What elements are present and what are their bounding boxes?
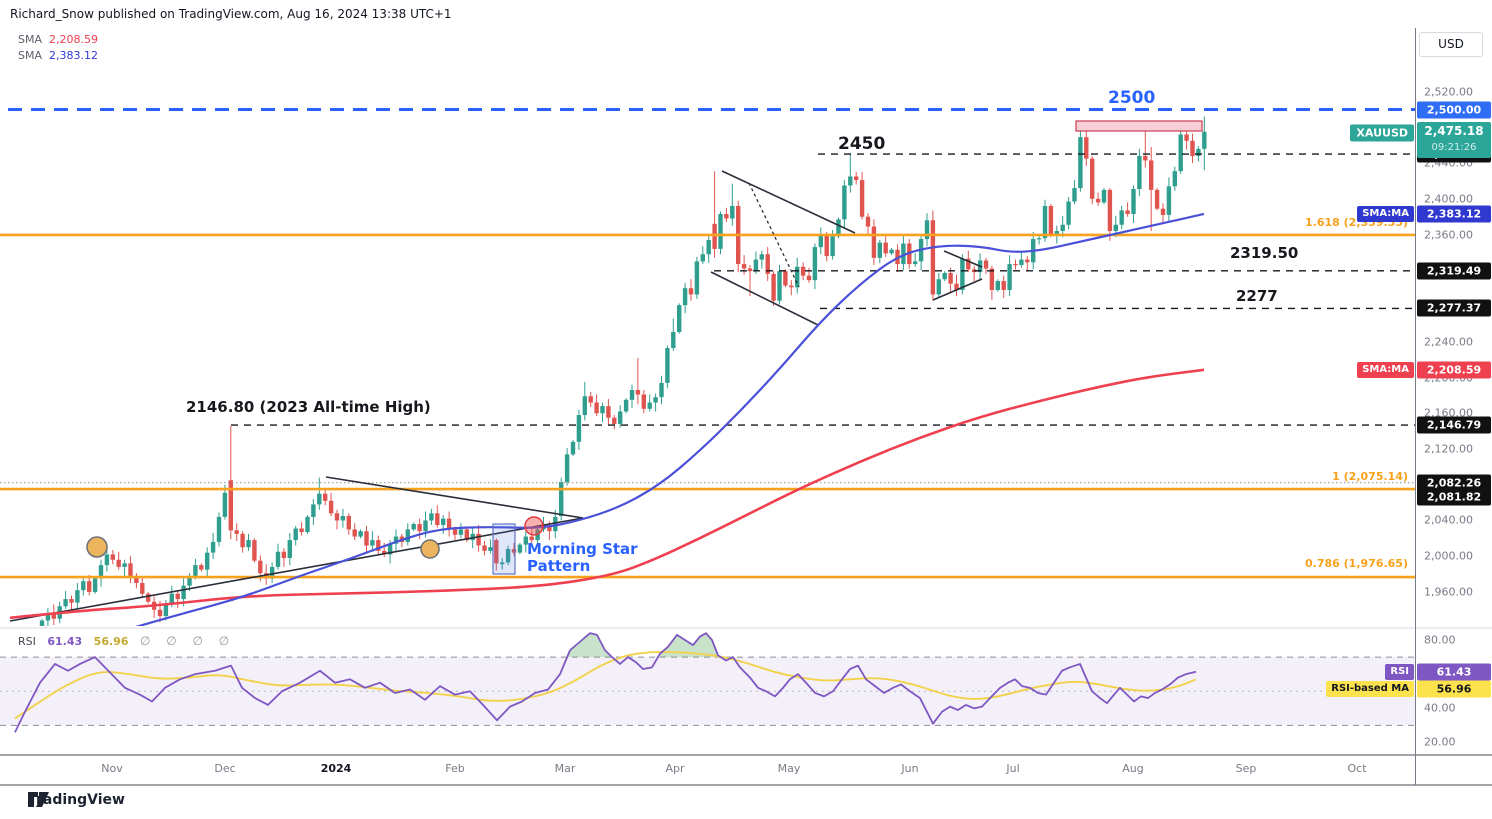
sma-value: 2,208.59 bbox=[49, 33, 98, 46]
price-label: 2,082.26 bbox=[1417, 474, 1491, 492]
annotation-2277[interactable]: 2277 bbox=[1236, 287, 1278, 305]
time-axis-label-jun: Jun bbox=[901, 762, 919, 775]
tradingview-logo-text: TradingView bbox=[28, 792, 125, 808]
last-price-label: 2,475.18 09:21:26 bbox=[1417, 122, 1491, 158]
time-axis-label-oct: Oct bbox=[1347, 762, 1367, 775]
time-axis-label-aug: Aug bbox=[1122, 762, 1144, 775]
price-tick: 1,960.00 bbox=[1424, 585, 1473, 599]
tradingview-logo-icon bbox=[28, 792, 49, 807]
symbol-tag: XAUUSD bbox=[1350, 124, 1414, 142]
sma-label: SMA bbox=[18, 49, 42, 62]
annotation-morning-star[interactable]: Morning Star Pattern bbox=[527, 540, 638, 575]
price-label: 2,383.12 bbox=[1417, 205, 1491, 223]
time-axis-label-mar: Mar bbox=[554, 762, 576, 775]
annotation-2500[interactable]: 2500 bbox=[1108, 88, 1156, 108]
price-label: 61.43 bbox=[1417, 663, 1491, 681]
fib-label-1[interactable]: 1 (2,075.14) bbox=[1332, 470, 1408, 483]
rsi-tick: 80.00 bbox=[1424, 633, 1456, 647]
price-tick: 2,520.00 bbox=[1424, 85, 1473, 99]
rsi-legend-icons[interactable]: ∅ ∅ ∅ ∅ bbox=[139, 634, 236, 648]
rsi-tick: 20.00 bbox=[1424, 735, 1456, 749]
fib-label-0786[interactable]: 0.786 (1,976.65) bbox=[1305, 557, 1408, 570]
price-tick: 2,400.00 bbox=[1424, 192, 1473, 206]
sma-value: 2,383.12 bbox=[49, 49, 98, 62]
rsi-value: 61.43 bbox=[47, 635, 83, 648]
price-tick: 2,360.00 bbox=[1424, 228, 1473, 242]
time-axis-label-nov: Nov bbox=[101, 762, 123, 775]
price-tick: 2,040.00 bbox=[1424, 513, 1473, 527]
time-axis-label-dec: Dec bbox=[214, 762, 236, 775]
tradingview-logo[interactable]: TradingView bbox=[28, 792, 125, 808]
axis-tag-rsi: RSI bbox=[1385, 664, 1414, 680]
price-label: 2,208.59 bbox=[1417, 361, 1491, 379]
last-price-value: 2,475.18 bbox=[1424, 124, 1484, 138]
sma-legend-row-slow[interactable]: SMA 2,208.59 bbox=[18, 32, 98, 48]
time-axis-label-jul: Jul bbox=[1006, 762, 1020, 775]
rsi-tick: 40.00 bbox=[1424, 701, 1456, 715]
annotation-2450[interactable]: 2450 bbox=[838, 134, 886, 154]
sma-label: SMA bbox=[18, 33, 42, 46]
price-label: 56.96 bbox=[1417, 680, 1491, 698]
time-axis-label-apr: Apr bbox=[665, 762, 685, 775]
annotation-2319-50[interactable]: 2319.50 bbox=[1230, 244, 1299, 262]
price-tick: 2,120.00 bbox=[1424, 442, 1473, 456]
time-axis-label-sep: Sep bbox=[1235, 762, 1257, 775]
price-tick: 2,000.00 bbox=[1424, 549, 1473, 563]
price-label: 2,277.37 bbox=[1417, 299, 1491, 317]
time-axis-label-2024: 2024 bbox=[320, 762, 352, 775]
currency-selector-button[interactable]: USD bbox=[1419, 32, 1483, 57]
time-axis-label-feb: Feb bbox=[445, 762, 465, 775]
sma-legend[interactable]: SMA 2,208.59 SMA 2,383.12 bbox=[18, 32, 98, 64]
axis-tag-sma-ma: SMA:MA bbox=[1357, 206, 1414, 222]
rsi-ma-value: 56.96 bbox=[93, 635, 129, 648]
rsi-title: RSI bbox=[18, 635, 36, 648]
time-axis-label-may: May bbox=[777, 762, 801, 775]
bar-countdown: 09:21:26 bbox=[1431, 142, 1477, 153]
publish-byline: Richard_Snow published on TradingView.co… bbox=[10, 7, 452, 21]
price-label: 2,146.79 bbox=[1417, 416, 1491, 434]
axis-tag-sma-ma: SMA:MA bbox=[1357, 362, 1414, 378]
price-label: 2,081.82 bbox=[1417, 488, 1491, 506]
axis-tag-rsi-based-ma: RSI-based MA bbox=[1326, 681, 1414, 697]
rsi-legend[interactable]: RSI 61.43 56.96 ∅ ∅ ∅ ∅ bbox=[18, 634, 243, 648]
sma-legend-row-fast[interactable]: SMA 2,383.12 bbox=[18, 48, 98, 64]
price-tick: 2,240.00 bbox=[1424, 335, 1473, 349]
price-label: 2,500.00 bbox=[1417, 101, 1491, 119]
annotation-all-time-high[interactable]: 2146.80 (2023 All-time High) bbox=[186, 398, 431, 416]
price-label: 2,319.49 bbox=[1417, 262, 1491, 280]
